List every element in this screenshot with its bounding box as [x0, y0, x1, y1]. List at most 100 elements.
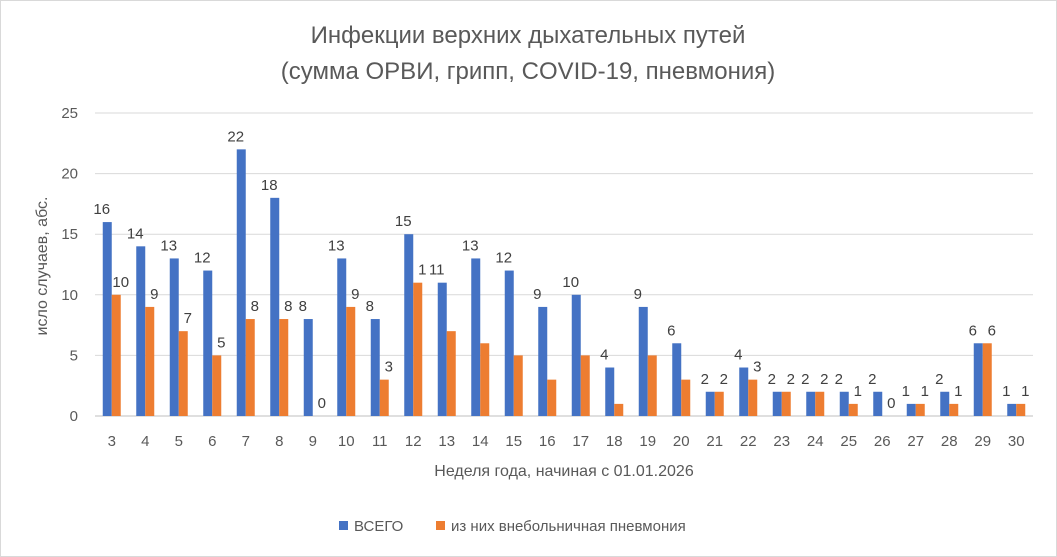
data-label-total: 8 [366, 298, 374, 315]
x-tick-label: 25 [840, 433, 857, 450]
y-tick-label: 5 [70, 347, 78, 364]
bar-pneumonia [111, 294, 121, 416]
bar-pneumonia [580, 355, 590, 416]
data-label-total: 2 [868, 371, 876, 388]
bar-pneumonia [781, 391, 791, 416]
bar-total [437, 282, 447, 416]
bar-total [806, 391, 816, 416]
x-tick-label: 26 [874, 433, 891, 450]
data-label-pneumonia: 0 [887, 395, 895, 412]
bar-pneumonia [815, 391, 825, 416]
data-label-total: 6 [969, 322, 977, 339]
bar-total [404, 234, 414, 416]
bar-pneumonia [681, 379, 691, 416]
data-label-pneumonia: 10 [112, 274, 129, 291]
data-label-total: 11 [429, 262, 445, 279]
x-tick-label: 23 [773, 433, 790, 450]
data-label-pneumonia: 1 [1021, 383, 1029, 400]
x-axis-title: Неделя года, начиная с 01.01.2026 [434, 463, 694, 480]
data-label-total: 22 [227, 128, 244, 145]
x-tick-label: 28 [941, 433, 958, 450]
bar-pneumonia [279, 319, 289, 416]
data-label-total: 1 [902, 383, 910, 400]
data-label-total: 12 [495, 250, 512, 267]
data-label-total: 15 [395, 213, 412, 230]
data-label-pneumonia: 1 [418, 262, 426, 279]
bar-pneumonia [245, 319, 255, 416]
x-tick-label: 11 [372, 433, 388, 450]
x-tick-label: 22 [740, 433, 757, 450]
bar-total [370, 319, 380, 416]
data-label-total: 2 [835, 371, 843, 388]
x-tick-label: 27 [907, 433, 924, 450]
data-label-total: 10 [562, 274, 579, 291]
data-label-total: 13 [160, 237, 177, 254]
bar-pneumonia [1016, 403, 1026, 416]
bar-pneumonia [982, 343, 992, 416]
x-tick-label: 20 [673, 433, 690, 450]
bar-pneumonia [145, 306, 155, 416]
x-tick-label: 19 [639, 433, 656, 450]
data-label-pneumonia: 1 [921, 383, 929, 400]
bar-pneumonia [547, 379, 557, 416]
bar-pneumonia [949, 403, 959, 416]
x-tick-label: 29 [974, 433, 991, 450]
data-label-pneumonia: 1 [954, 383, 962, 400]
data-label-pneumonia: 2 [820, 371, 828, 388]
data-label-total: 9 [533, 286, 541, 303]
bar-pneumonia [178, 331, 188, 416]
bar-pneumonia [446, 331, 456, 416]
bar-pneumonia [413, 282, 423, 416]
x-tick-label: 8 [275, 433, 283, 450]
x-tick-label: 18 [606, 433, 623, 450]
data-label-total: 4 [600, 347, 608, 364]
bar-total [337, 258, 347, 416]
bar-total [504, 270, 514, 416]
y-tick-label: 15 [61, 226, 78, 243]
bar-pneumonia [915, 403, 925, 416]
data-label-total: 18 [261, 177, 278, 194]
data-label-pneumonia: 2 [720, 371, 728, 388]
bar-pneumonia [480, 343, 490, 416]
bar-total [169, 258, 179, 416]
x-tick-label: 17 [572, 433, 589, 450]
data-label-total: 13 [328, 237, 345, 254]
y-tick-label: 10 [61, 287, 78, 304]
bar-pneumonia [614, 403, 624, 416]
bar-pneumonia [714, 391, 724, 416]
legend: ВСЕГО из них внебольничная пневмония [339, 518, 686, 535]
bar-total [236, 149, 246, 417]
bar-total [705, 391, 715, 416]
bar-total [873, 391, 883, 416]
chart-title-line1: Инфекции верхних дыхательных путей [311, 22, 746, 49]
bar-total [672, 343, 682, 416]
x-axis-ticks: 3 4 5 6 7 8 9 10 11 12 13 14 15 16 17 18 19 20 21 22 23 24 25 2… [108, 433, 1025, 450]
gridlines [95, 112, 1033, 417]
data-label-pneumonia: 9 [150, 286, 158, 303]
bar-pneumonia [513, 355, 523, 416]
data-label-pneumonia: 5 [217, 334, 225, 351]
bar-total [136, 246, 146, 416]
bar-total [203, 270, 213, 416]
x-tick-label: 21 [706, 433, 723, 450]
data-label-pneumonia: 6 [988, 322, 996, 339]
x-tick-label: 9 [309, 433, 317, 450]
y-tick-label: 0 [70, 408, 78, 425]
chart-title-line2: (сумма ОРВИ, грипп, COVID-19, пневмония) [281, 58, 775, 85]
bar-pneumonia [212, 355, 222, 416]
data-label-total: 8 [299, 298, 307, 315]
bar-pneumonia [379, 379, 389, 416]
bar-total [471, 258, 481, 416]
x-tick-label: 24 [807, 433, 824, 450]
data-label-pneumonia: 3 [753, 359, 761, 376]
data-label-pneumonia: 0 [318, 395, 326, 412]
y-axis-title: исло случаев, абс. [34, 197, 51, 336]
x-tick-label: 14 [472, 433, 489, 450]
y-tick-label: 20 [61, 166, 78, 183]
data-label-total: 2 [801, 371, 809, 388]
legend-swatch-total [339, 521, 348, 530]
x-tick-label: 30 [1008, 433, 1025, 450]
data-label-pneumonia: 8 [251, 298, 259, 315]
bar-total [1007, 403, 1017, 416]
